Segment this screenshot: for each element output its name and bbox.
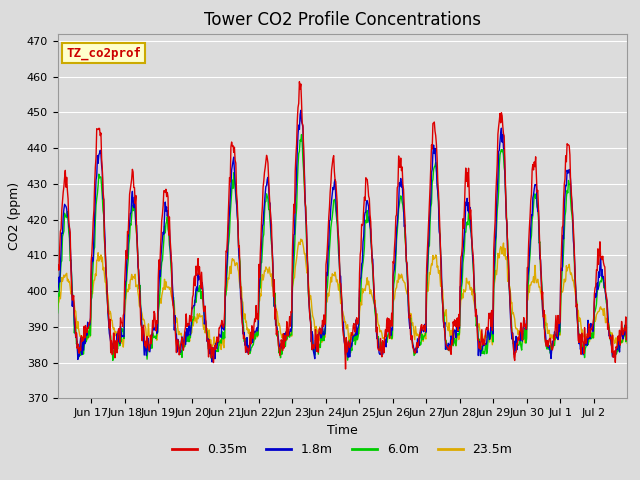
Y-axis label: CO2 (ppm): CO2 (ppm): [8, 182, 21, 250]
Legend: 0.35m, 1.8m, 6.0m, 23.5m: 0.35m, 1.8m, 6.0m, 23.5m: [167, 438, 518, 461]
X-axis label: Time: Time: [327, 424, 358, 437]
Text: TZ_co2prof: TZ_co2prof: [66, 47, 141, 60]
Title: Tower CO2 Profile Concentrations: Tower CO2 Profile Concentrations: [204, 11, 481, 29]
